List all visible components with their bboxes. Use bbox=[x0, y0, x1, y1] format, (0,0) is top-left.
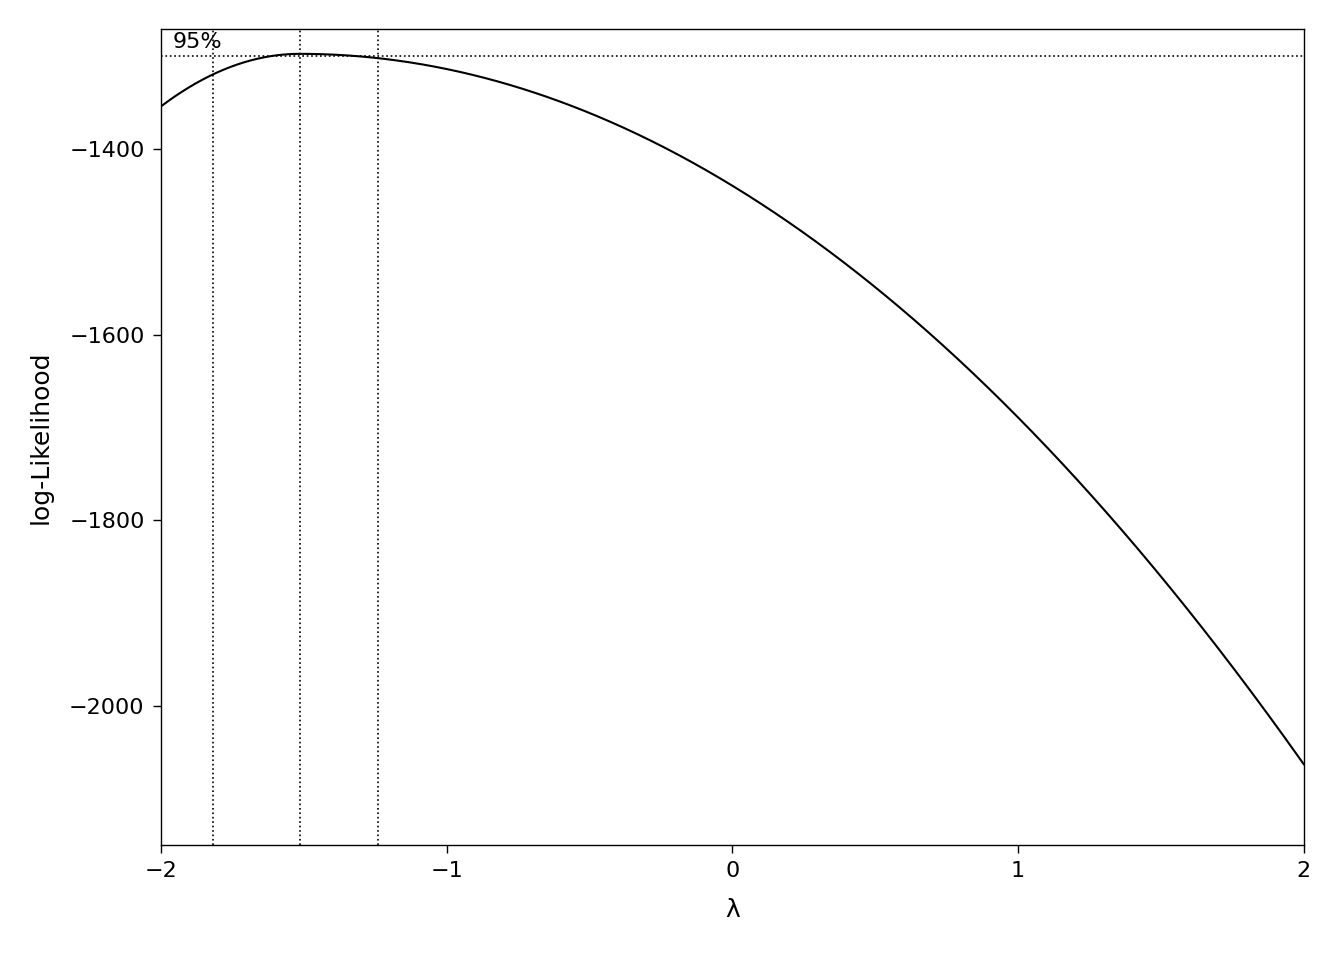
Text: 95%: 95% bbox=[172, 32, 222, 52]
Y-axis label: log-Likelihood: log-Likelihood bbox=[28, 350, 52, 523]
X-axis label: λ: λ bbox=[726, 899, 739, 923]
